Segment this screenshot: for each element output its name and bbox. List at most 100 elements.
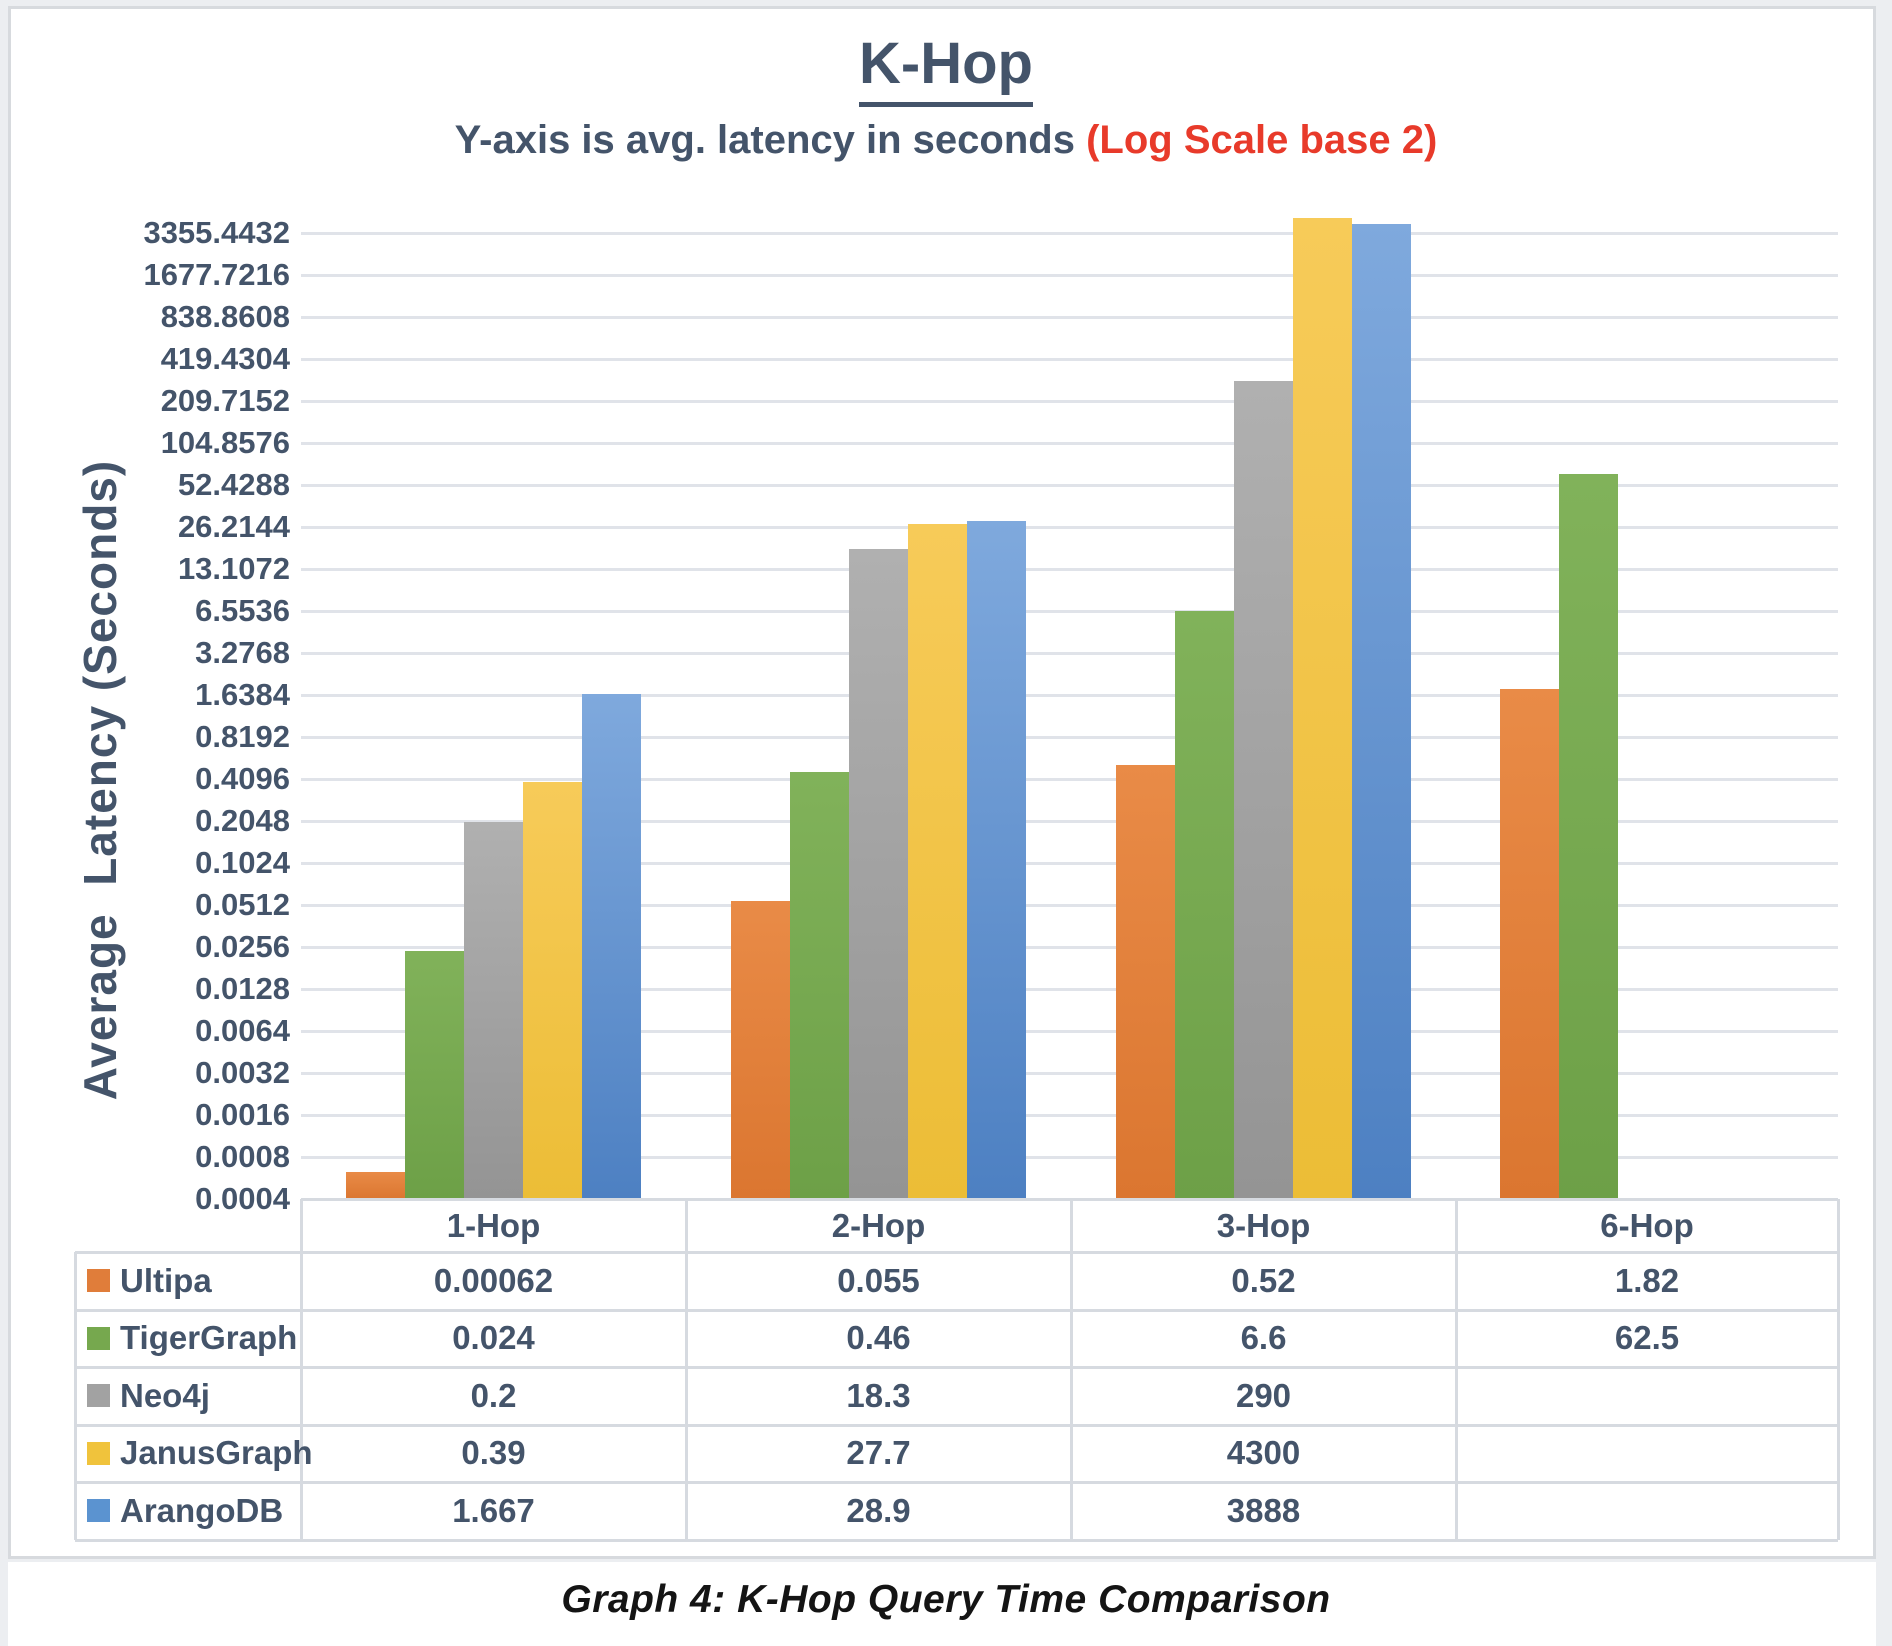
chart-subtitle: Y-axis is avg. latency in seconds (Log S…	[0, 118, 1892, 163]
gridline	[301, 1030, 1838, 1033]
bar-tigergraph-1-hop	[405, 950, 464, 1199]
table-cell-ultipa-3-hop: 0.52	[1231, 1261, 1296, 1299]
table-cell-arangodb-2-hop: 28.9	[846, 1491, 911, 1529]
table-cell-tigergraph-3-hop: 6.6	[1240, 1319, 1287, 1357]
figure-caption: Graph 4: K-Hop Query Time Comparison	[561, 1578, 1331, 1621]
table-cell-janusgraph-3-hop: 4300	[1226, 1434, 1301, 1472]
bar-janusgraph-1-hop	[523, 781, 582, 1199]
legend-label: TigerGraph	[120, 1319, 298, 1357]
table-cell-tigergraph-1-hop: 0.024	[452, 1319, 535, 1357]
legend-item-janusgraph: JanusGraph	[75, 1425, 313, 1483]
legend-label: Neo4j	[120, 1376, 210, 1414]
gridline	[301, 778, 1838, 781]
table-vertical-line	[74, 1252, 77, 1540]
y-tick-label: 13.1072	[177, 551, 290, 586]
bar-arangodb-2-hop	[967, 521, 1026, 1199]
table-cell-ultipa-2-hop: 0.055	[837, 1261, 920, 1299]
y-tick-label: 0.0016	[195, 1097, 290, 1132]
table-cell-ultipa-6-hop: 1.82	[1614, 1261, 1680, 1299]
y-tick-label: 0.0512	[195, 887, 290, 922]
y-tick-label: 1677.7216	[143, 257, 290, 292]
legend-item-neo4j: Neo4j	[75, 1367, 301, 1425]
caption-area	[8, 1562, 1876, 1646]
table-cell-neo4j-1-hop: 0.2	[470, 1376, 517, 1414]
gridline	[301, 1114, 1838, 1117]
bar-ultipa-3-hop	[1116, 764, 1175, 1199]
gridline	[301, 568, 1838, 571]
y-tick-label: 0.0008	[195, 1139, 290, 1174]
table-vertical-line	[1070, 1199, 1073, 1540]
table-cell-ultipa-1-hop: 0.00062	[433, 1261, 554, 1299]
y-tick-label: 1.6384	[195, 677, 290, 712]
table-horizontal-line	[301, 1198, 1838, 1201]
gridline	[301, 694, 1838, 697]
table-vertical-line	[685, 1199, 688, 1540]
gridline	[301, 484, 1838, 487]
y-tick-label: 0.0004	[195, 1181, 290, 1216]
y-tick-label: 0.0256	[195, 929, 290, 964]
y-tick-label: 104.8576	[160, 425, 290, 460]
legend-item-ultipa: Ultipa	[75, 1252, 301, 1310]
bar-ultipa-2-hop	[731, 900, 790, 1199]
category-header-1-hop: 1-Hop	[446, 1206, 541, 1244]
table-horizontal-line	[75, 1481, 1838, 1484]
gridline	[301, 526, 1838, 529]
chart-subtitle-log-scale-note: (Log Scale base 2)	[1086, 118, 1438, 162]
table-cell-janusgraph-6-hop	[1456, 1425, 1838, 1483]
bar-arangodb-3-hop	[1352, 224, 1411, 1199]
legend-swatch-neo4j	[87, 1384, 110, 1408]
table-cell-arangodb-6-hop	[1456, 1482, 1838, 1540]
gridline	[301, 820, 1838, 823]
table-cell-neo4j-2-hop: 18.3	[846, 1376, 911, 1414]
y-tick-label: 0.0128	[195, 971, 290, 1006]
gridline	[301, 274, 1838, 277]
bar-ultipa-1-hop	[346, 1172, 405, 1199]
gridline	[301, 232, 1838, 235]
table-cell-neo4j-6-hop	[1456, 1367, 1838, 1425]
legend-label: Ultipa	[120, 1261, 212, 1299]
y-tick-label: 419.4304	[160, 341, 290, 376]
gridline	[301, 442, 1838, 445]
y-tick-label: 6.5536	[195, 593, 290, 628]
gridline	[301, 610, 1838, 613]
gridline	[301, 1156, 1838, 1159]
legend-swatch-tigergraph	[87, 1326, 110, 1350]
bar-ultipa-6-hop	[1499, 688, 1559, 1199]
category-header-2-hop: 2-Hop	[831, 1206, 926, 1244]
table-horizontal-line	[75, 1538, 1838, 1542]
gridline	[301, 400, 1838, 403]
legend-item-arangodb: ArangoDB	[75, 1482, 301, 1540]
gridline	[301, 946, 1838, 949]
bar-janusgraph-3-hop	[1293, 217, 1352, 1199]
legend-label: JanusGraph	[120, 1434, 313, 1472]
table-cell-neo4j-3-hop: 290	[1235, 1376, 1292, 1414]
legend-swatch-ultipa	[87, 1269, 110, 1293]
legend-swatch-arangodb	[87, 1499, 110, 1523]
bar-arangodb-1-hop	[582, 693, 641, 1199]
table-cell-janusgraph-2-hop: 27.7	[846, 1434, 911, 1472]
gridline	[301, 652, 1838, 655]
table-cell-arangodb-3-hop: 3888	[1226, 1491, 1301, 1529]
y-tick-label: 52.4288	[177, 467, 290, 502]
bar-tigergraph-3-hop	[1175, 610, 1234, 1199]
table-vertical-line	[300, 1199, 303, 1540]
table-vertical-line	[1837, 1199, 1840, 1540]
table-vertical-line	[1455, 1199, 1458, 1540]
bar-neo4j-1-hop	[464, 822, 523, 1199]
y-tick-label: 26.2144	[177, 509, 290, 544]
table-horizontal-line	[75, 1366, 1838, 1369]
gridline	[301, 316, 1838, 319]
y-tick-label: 0.8192	[195, 719, 290, 754]
table-cell-janusgraph-1-hop: 0.39	[461, 1434, 526, 1472]
category-header-6-hop: 6-Hop	[1600, 1206, 1694, 1244]
y-tick-label: 0.0064	[195, 1013, 290, 1048]
y-tick-label: 0.0032	[195, 1055, 290, 1090]
gridline	[301, 988, 1838, 991]
bar-neo4j-3-hop	[1234, 381, 1293, 1199]
legend-item-tigergraph: TigerGraph	[75, 1310, 301, 1368]
y-tick-label: 0.4096	[195, 761, 290, 796]
bar-tigergraph-6-hop	[1558, 474, 1618, 1199]
gridline	[301, 358, 1838, 361]
table-cell-arangodb-1-hop: 1.667	[452, 1491, 535, 1529]
table-horizontal-line	[75, 1308, 1838, 1312]
